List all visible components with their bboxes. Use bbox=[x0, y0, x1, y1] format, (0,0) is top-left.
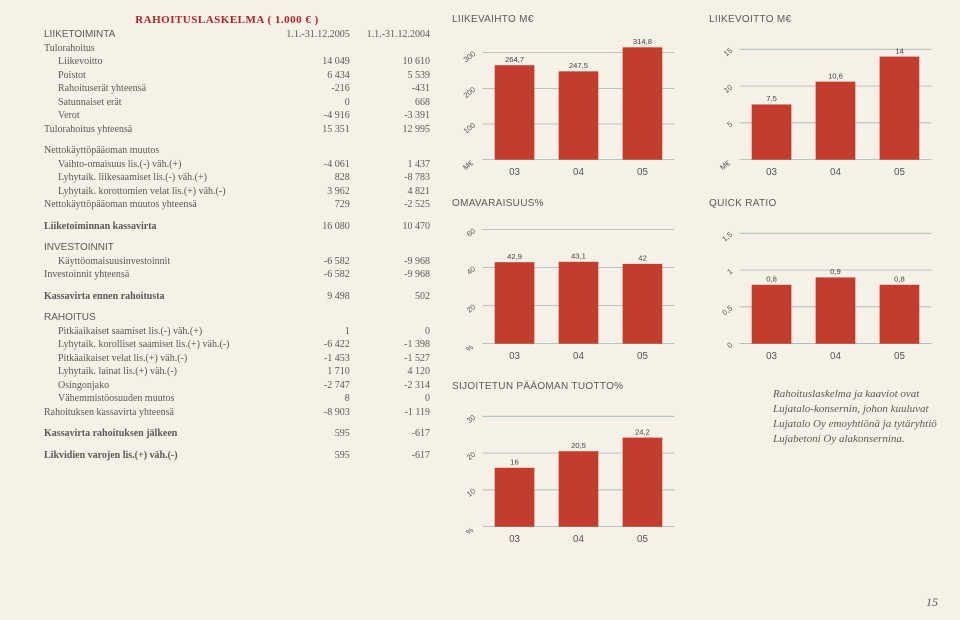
svg-text:04: 04 bbox=[830, 167, 841, 178]
svg-text:04: 04 bbox=[573, 351, 584, 362]
colhead-2005: 1.1.-31.12.2005 bbox=[272, 28, 352, 42]
svg-text:20: 20 bbox=[465, 450, 477, 462]
table-row: Satunnaiset erät0668 bbox=[22, 96, 432, 110]
svg-text:05: 05 bbox=[637, 534, 648, 545]
svg-text:5: 5 bbox=[725, 120, 734, 130]
svg-text:10,6: 10,6 bbox=[828, 71, 843, 80]
svg-text:60: 60 bbox=[465, 226, 477, 238]
svg-text:1,5: 1,5 bbox=[720, 230, 734, 244]
svg-text:0: 0 bbox=[725, 340, 734, 350]
svg-text:05: 05 bbox=[637, 351, 648, 362]
cashflow-table: RAHOITUSLASKELMA ( 1.000 € ) LIIKETOIMIN… bbox=[22, 14, 432, 565]
table-row: Lyhytaik. korottomien velat lis.(+) väh.… bbox=[22, 185, 432, 199]
svg-text:05: 05 bbox=[894, 167, 905, 178]
table-row: Kassavirta ennen rahoitusta9 498502 bbox=[22, 290, 432, 304]
svg-text:03: 03 bbox=[509, 534, 520, 545]
svg-text:247,5: 247,5 bbox=[569, 61, 588, 70]
svg-text:40: 40 bbox=[465, 264, 477, 276]
table-row: Investoinnit yhteensä-6 582-9 968 bbox=[22, 268, 432, 282]
table-row: Osingonjako-2 747-2 314 bbox=[22, 379, 432, 393]
svg-text:1: 1 bbox=[725, 266, 734, 276]
table-row: Käyttöomaisuusinvestoinnit-6 582-9 968 bbox=[22, 255, 432, 269]
table-row: INVESTOINNIT bbox=[22, 241, 432, 255]
table-row: Tulorahoitus bbox=[22, 42, 432, 56]
table-row: Verot-4 916-3 391 bbox=[22, 109, 432, 123]
footnote: Rahoituslaskelma ja kaaviot ovat Lujatal… bbox=[773, 387, 938, 446]
svg-text:03: 03 bbox=[766, 167, 777, 178]
colhead-2004: 1.1.-31.12.2004 bbox=[352, 28, 432, 42]
page-number: 15 bbox=[926, 595, 938, 610]
svg-text:200: 200 bbox=[462, 85, 478, 100]
table-row: Rahoituksen kassavirta yhteensä-8 903-1 … bbox=[22, 406, 432, 420]
table-row: Liikevoitto14 04910 610 bbox=[22, 55, 432, 69]
svg-text:20,5: 20,5 bbox=[571, 441, 586, 450]
chart-liikevaihto: LIIKEVAIHTO M€ 100200300M€264,703247,504… bbox=[452, 14, 681, 184]
section-liiketoiminta: LIIKETOIMINTA bbox=[22, 28, 272, 42]
svg-text:14: 14 bbox=[895, 46, 904, 55]
svg-text:15: 15 bbox=[722, 46, 734, 58]
svg-text:43,1: 43,1 bbox=[571, 251, 586, 260]
table-row: Vähemmistöosuuden muutos80 bbox=[22, 392, 432, 406]
svg-text:%: % bbox=[464, 342, 475, 353]
svg-text:0,5: 0,5 bbox=[720, 303, 734, 317]
svg-text:04: 04 bbox=[573, 534, 584, 545]
svg-text:0,9: 0,9 bbox=[830, 267, 841, 276]
svg-text:7,5: 7,5 bbox=[766, 94, 777, 103]
table-row: Kassavirta rahoituksen jälkeen595-617 bbox=[22, 427, 432, 441]
svg-text:314,8: 314,8 bbox=[633, 37, 652, 46]
table-row: Pitkäaikaiset saamiset lis.(-) väh.(+)10 bbox=[22, 325, 432, 339]
svg-text:42,9: 42,9 bbox=[507, 252, 522, 261]
svg-text:04: 04 bbox=[573, 167, 584, 178]
svg-text:30: 30 bbox=[465, 413, 477, 425]
table-row: Lyhytaik. liikesaamiset lis.(-) väh.(+)8… bbox=[22, 171, 432, 185]
svg-text:24,2: 24,2 bbox=[635, 428, 650, 437]
svg-text:16: 16 bbox=[510, 458, 518, 467]
svg-text:100: 100 bbox=[462, 121, 478, 136]
chart-quickratio: QUICK RATIO 00,511,50,8030,9040,805 bbox=[709, 198, 938, 368]
svg-text:10: 10 bbox=[722, 83, 734, 95]
svg-text:%: % bbox=[464, 526, 475, 537]
svg-text:04: 04 bbox=[830, 351, 841, 362]
svg-text:0,8: 0,8 bbox=[766, 274, 777, 283]
svg-text:264,7: 264,7 bbox=[505, 55, 524, 64]
chart-sijoitetun: SIJOITETUN PÄÄOMAN TUOTTO% 102030%160320… bbox=[452, 381, 681, 551]
table-row: Lyhytaik. lainat lis.(+) väh.(-)1 7104 1… bbox=[22, 365, 432, 379]
chart-liikevoitto: LIIKEVOITTO M€ 51015M€7,50310,6041405 bbox=[709, 14, 938, 184]
table-row: Liiketoiminnan kassavirta16 08010 470 bbox=[22, 220, 432, 234]
note-block: Rahoituslaskelma ja kaaviot ovat Lujatal… bbox=[709, 381, 938, 551]
svg-text:03: 03 bbox=[509, 167, 520, 178]
svg-text:0,8: 0,8 bbox=[894, 274, 905, 283]
table-row: Lyhytaik. korolliset saamiset lis.(+) vä… bbox=[22, 338, 432, 352]
table-row: Tulorahoitus yhteensä15 35112 995 bbox=[22, 123, 432, 137]
table-row: Nettokäyttöpääoman muutos yhteensä729-2 … bbox=[22, 198, 432, 212]
table-title: RAHOITUSLASKELMA ( 1.000 € ) bbox=[22, 14, 432, 26]
svg-text:20: 20 bbox=[465, 302, 477, 314]
svg-text:42: 42 bbox=[638, 253, 646, 262]
table-row: Vaihto-omaisuus lis.(-) väh.(+)-4 0611 4… bbox=[22, 158, 432, 172]
table-row: Likvidien varojen lis.(+) väh.(-)595-617 bbox=[22, 449, 432, 463]
svg-text:05: 05 bbox=[894, 351, 905, 362]
svg-text:05: 05 bbox=[637, 167, 648, 178]
svg-text:M€: M€ bbox=[461, 158, 475, 172]
svg-text:300: 300 bbox=[462, 49, 478, 64]
table-row: Nettokäyttöpääoman muutos bbox=[22, 144, 432, 158]
svg-text:M€: M€ bbox=[718, 158, 732, 172]
table-row: Rahoituserät yhteensä-216-431 bbox=[22, 82, 432, 96]
svg-text:03: 03 bbox=[509, 351, 520, 362]
svg-text:10: 10 bbox=[465, 487, 477, 499]
charts-panel: LIIKEVAIHTO M€ 100200300M€264,703247,504… bbox=[452, 14, 938, 565]
table-row: Poistot6 4345 539 bbox=[22, 69, 432, 83]
chart-omavaraisuus: OMAVARAISUUS% 204060%42,90343,1044205 bbox=[452, 198, 681, 368]
table-row: RAHOITUS bbox=[22, 311, 432, 325]
svg-text:03: 03 bbox=[766, 351, 777, 362]
table-row: Pitkäaikaiset velat lis.(+) väh.(-)-1 45… bbox=[22, 352, 432, 366]
